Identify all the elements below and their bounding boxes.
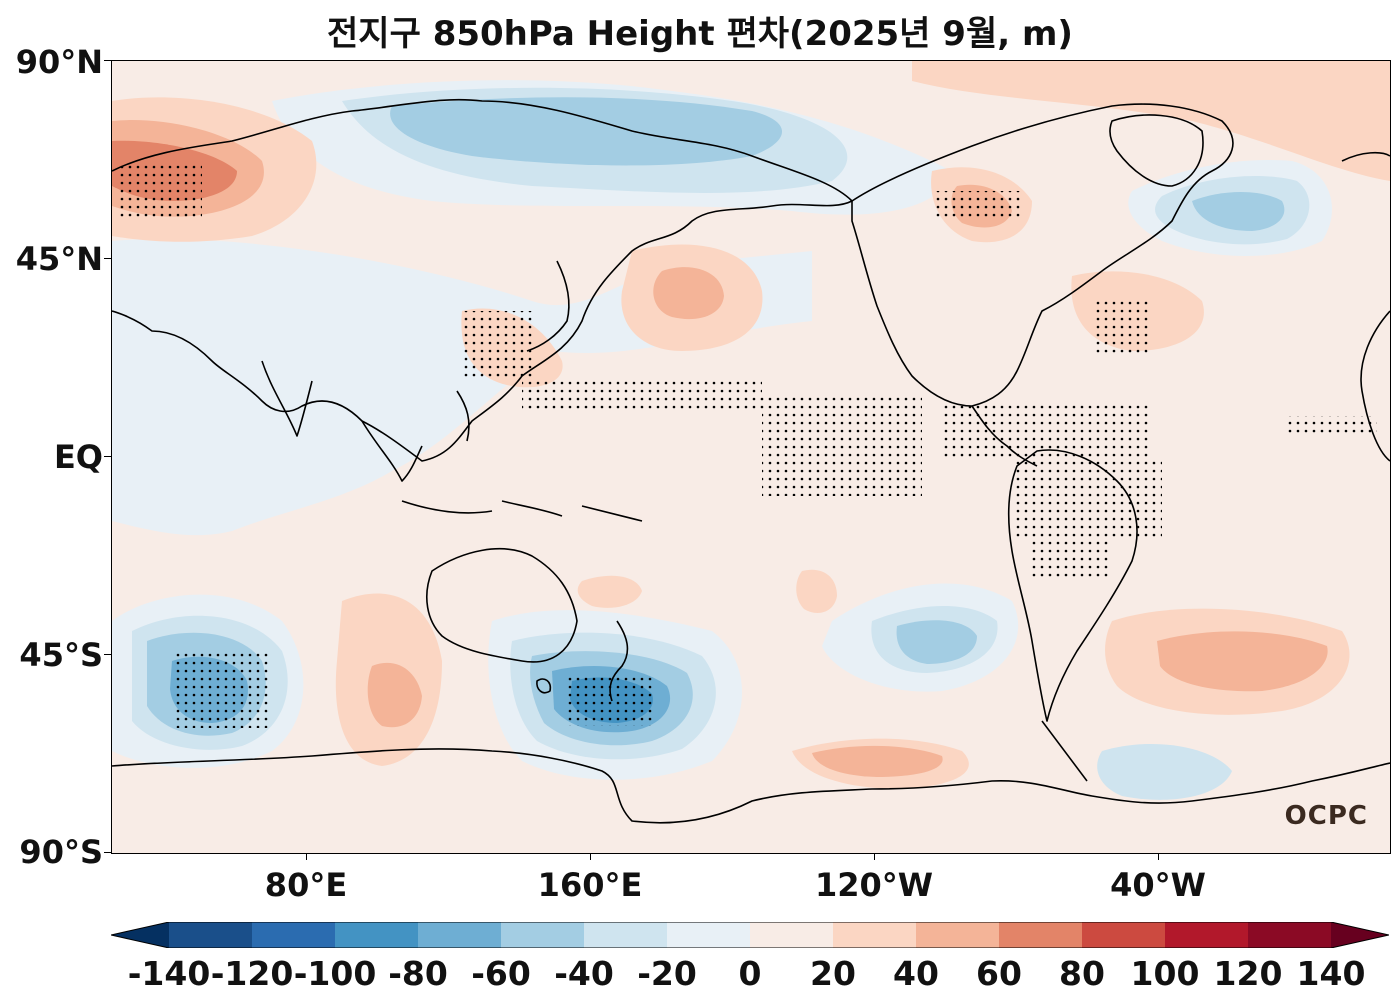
- y-tick-label-90s: 90°S: [19, 833, 103, 871]
- y-tick-label-45s: 45°S: [19, 636, 103, 674]
- colorbar-cell: [335, 922, 419, 948]
- map-title: 전지구 850hPa Height 편차(2025년 9월, m): [327, 14, 1073, 54]
- pos-anomaly-s-pacific-small: [796, 569, 837, 613]
- significance-stippling: [117, 161, 1377, 728]
- neg-anomaly-n-atlantic-core: [1192, 192, 1285, 231]
- pos-anomaly-antarctic-core: [812, 745, 943, 777]
- colorbar-extend-min: [111, 922, 169, 948]
- colorbar-tick-label: -60: [471, 954, 531, 993]
- colorbar-cell: [501, 922, 585, 948]
- colorbar-cell: [833, 922, 917, 948]
- colorbar-tick-label: -140: [127, 954, 211, 993]
- x-tick-mark: [1158, 853, 1159, 860]
- colorbar-cell: [750, 922, 834, 948]
- colorbar-cell: [1082, 922, 1166, 948]
- y-tick-mark: [104, 852, 111, 853]
- colorbar-cell: [252, 922, 336, 948]
- pos-anomaly-s-indian-core: [367, 662, 422, 728]
- neg-anomaly-arctic-core: [390, 97, 782, 166]
- colorbar-cell: [916, 922, 1000, 948]
- colorbar-tick-label: -20: [637, 954, 697, 993]
- x-tick-mark: [306, 853, 307, 860]
- ocpc-logo: OCPC: [1284, 801, 1368, 831]
- x-tick-mark: [874, 853, 875, 860]
- colorbar-cell: [1165, 922, 1249, 948]
- colorbar-extend-max: [1331, 922, 1389, 948]
- pos-anomaly-n-pacific-core: [653, 267, 724, 320]
- colorbar-tick-label: 20: [810, 954, 856, 993]
- x-tick-label-80e: 80°E: [264, 866, 348, 904]
- coastlines: [112, 98, 1390, 824]
- y-tick-mark: [104, 60, 111, 61]
- colorbar-tick-label: 140: [1296, 954, 1366, 993]
- colorbar-cell: [1248, 922, 1332, 948]
- anomaly-map: OCPC: [111, 60, 1391, 854]
- x-tick-mark: [590, 853, 591, 860]
- pos-anomaly-arctic-atlantic: [912, 61, 1390, 181]
- colorbar-tick-label: 120: [1213, 954, 1283, 993]
- colorbar-tick-label: 80: [1059, 954, 1105, 993]
- y-tick-label-45n: 45°N: [15, 240, 103, 278]
- neg-anomaly-weddell: [1097, 743, 1232, 800]
- pos-anomaly-s-pacific-small2: [577, 575, 642, 608]
- y-tick-mark: [104, 654, 111, 655]
- colorbar: [111, 922, 1389, 948]
- pos-anomaly-s-atlantic-core: [1157, 631, 1328, 692]
- x-tick-label-40w: 40°W: [1110, 866, 1206, 904]
- x-tick-label-160e: 160°E: [537, 866, 643, 904]
- y-tick-mark: [104, 258, 111, 259]
- y-tick-label-90n: 90°N: [15, 43, 103, 81]
- colorbar-cell: [667, 922, 751, 948]
- x-tick-label-120w: 120°W: [814, 866, 934, 904]
- colorbar-tick-label: 60: [976, 954, 1022, 993]
- colorbar-tick-label: 100: [1130, 954, 1200, 993]
- colorbar-tick-label: 0: [738, 954, 762, 993]
- colorbar-tick-label: -80: [388, 954, 448, 993]
- colorbar-cell: [169, 922, 253, 948]
- anomaly-field-svg: [112, 61, 1390, 853]
- y-tick-mark: [104, 456, 111, 457]
- colorbar-cell: [999, 922, 1083, 948]
- colorbar-cell: [584, 922, 668, 948]
- colorbar-cell: [418, 922, 502, 948]
- y-tick-label-eq: EQ: [53, 438, 103, 476]
- colorbar-tick-label: 40: [893, 954, 939, 993]
- colorbar-tick-label: -40: [554, 954, 614, 993]
- neg-anomaly-se-pacific-core: [896, 620, 977, 664]
- colorbar-tick-label: -100: [293, 954, 377, 993]
- colorbar-tick-label: -120: [210, 954, 294, 993]
